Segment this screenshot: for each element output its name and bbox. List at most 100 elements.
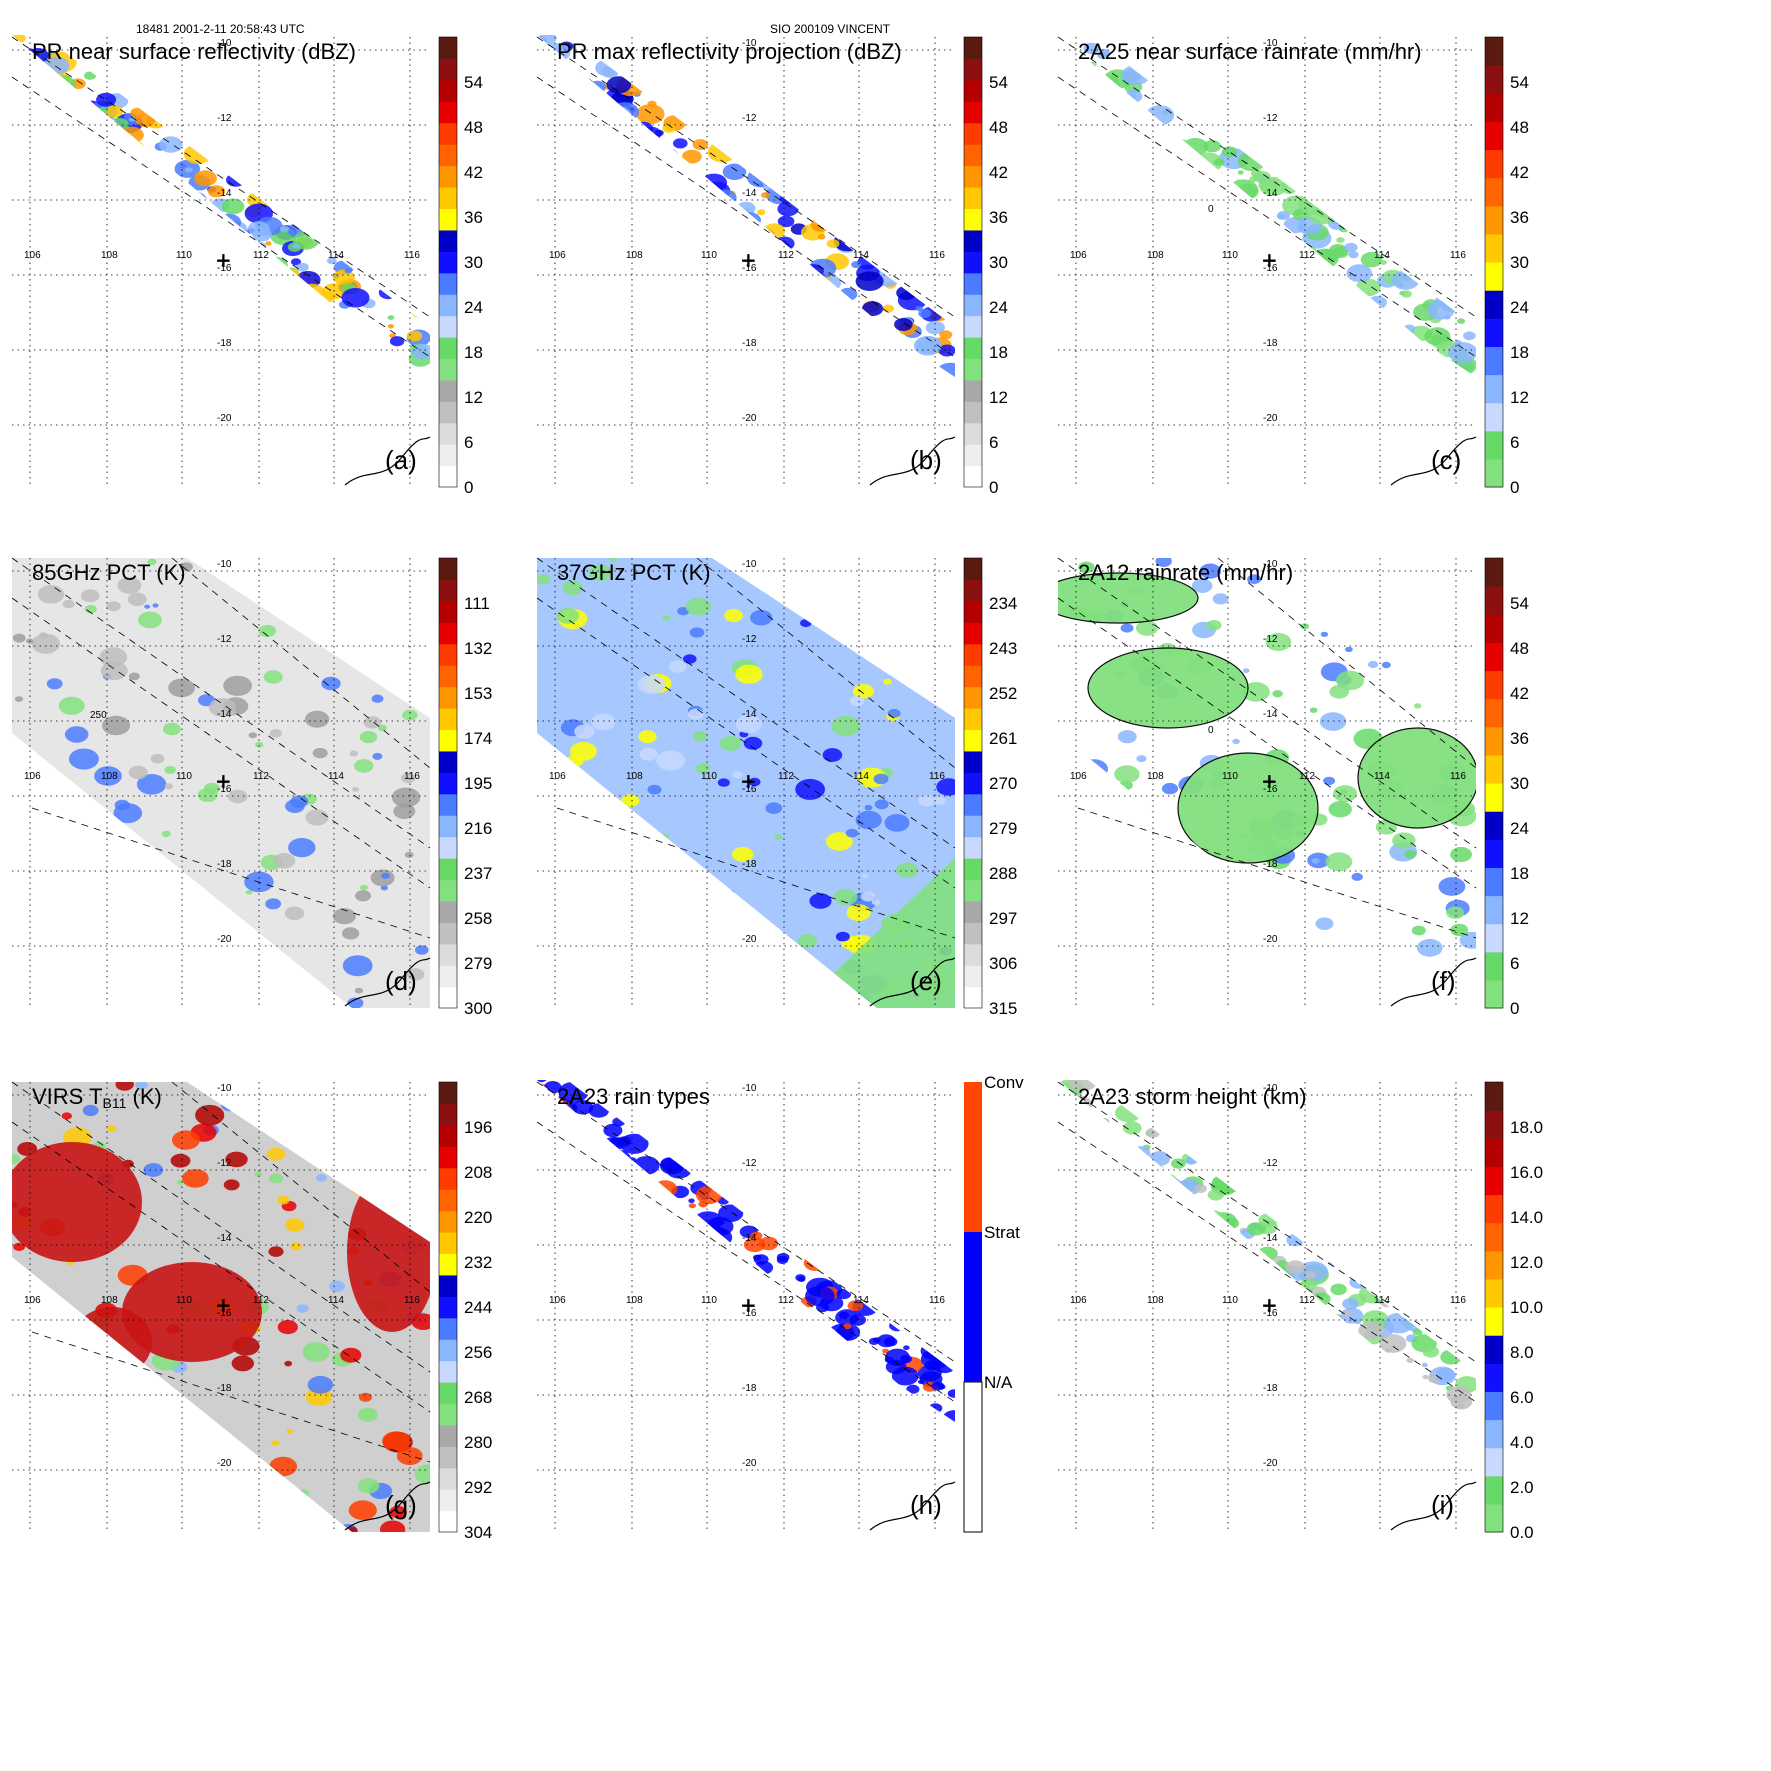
field-cell: [1058, 858, 1088, 879]
lon-tick-label: 108: [101, 1295, 118, 1306]
field-cell: [1315, 260, 1328, 270]
field-cell: [1160, 1174, 1177, 1185]
field-cell: [292, 243, 300, 249]
colorbar-frame: [438, 1081, 458, 1533]
field-cell: [778, 953, 791, 962]
field-cell: [1315, 917, 1334, 930]
coastline: [344, 436, 431, 486]
field-cell: [182, 1169, 209, 1188]
field-cell: [310, 1088, 324, 1098]
field-cell: [604, 106, 632, 125]
field-cell: [938, 344, 955, 357]
field-cell: [1229, 179, 1259, 200]
field-cell: [1145, 903, 1163, 916]
colorbar-frame: [438, 36, 458, 488]
storm-center-marker: +: [215, 1293, 232, 1317]
colorbar-label: 243: [989, 639, 1017, 658]
field-cell: [1070, 73, 1081, 81]
field-cell: [290, 795, 309, 808]
field-cell: [836, 1323, 861, 1341]
colorbar-label: 14.0: [1510, 1208, 1543, 1227]
field-cell: [947, 1389, 955, 1398]
colorbar-segment: [439, 900, 457, 923]
colorbar-segment: [964, 772, 982, 795]
lon-tick-label: 114: [328, 250, 344, 261]
panel-letter: (g): [385, 1490, 417, 1520]
field-cell: [134, 157, 160, 175]
field-cell: [1344, 242, 1358, 253]
panel-title: 37GHz PCT (K): [557, 560, 711, 585]
colorbar-segment: [439, 1124, 457, 1147]
lon-tick-label: 108: [101, 250, 118, 261]
field-cell: [57, 920, 71, 931]
field-cell: [120, 144, 145, 162]
field-cell: [1311, 858, 1320, 864]
panel-title: 2A25 near surface rainrate (mm/hr): [1078, 39, 1422, 64]
field-cell: [1177, 150, 1188, 157]
field-cell: [1459, 629, 1476, 641]
field-cell: [47, 75, 77, 96]
field-cell: [415, 945, 429, 955]
colorbar-segment: [1485, 867, 1503, 897]
field-cell: [565, 69, 583, 81]
colorbar-segment: [439, 79, 457, 102]
colorbar-label: 234: [989, 594, 1017, 613]
panel-letter: (b): [910, 445, 942, 475]
swath-edge-line: [11, 36, 431, 318]
colorbar-label: 36: [1510, 729, 1529, 748]
field-cell: [651, 147, 679, 167]
field-cell: [393, 1098, 400, 1104]
colorbar-label: 18: [464, 343, 483, 362]
field-cell: [368, 565, 386, 578]
field-cell: [774, 236, 795, 251]
field-cell: [741, 1268, 756, 1279]
swath-edge-line: [11, 1081, 431, 1373]
colorbar-frame: [1484, 36, 1504, 488]
field-cell: [589, 80, 607, 93]
colorbar-segment: [1485, 1503, 1503, 1533]
colorbar-segment: [964, 379, 982, 402]
field-cell: [170, 1153, 191, 1168]
colorbar-segment: [439, 251, 457, 274]
field-cell: [695, 1185, 723, 1205]
lat-tick-label: -18: [217, 1383, 232, 1394]
field-cell: [1203, 140, 1221, 153]
field-cell: [750, 1231, 763, 1241]
field-cell: [642, 851, 667, 869]
field-cell: [936, 778, 955, 796]
colorbar-segment: [439, 558, 457, 581]
field-cell: [181, 191, 208, 210]
field-cell: [164, 783, 173, 790]
field-cell: [882, 304, 894, 313]
colorbar-segment: [964, 187, 982, 210]
field-cell: [1078, 561, 1095, 573]
lon-tick-label: 108: [101, 771, 118, 782]
field-cell: [707, 142, 737, 163]
field-cell: [203, 782, 220, 795]
field-cell: [1450, 923, 1469, 937]
colorbar-label: 54: [989, 73, 1008, 92]
swath-edge-line: [11, 76, 431, 358]
colorbar-label: 8.0: [1510, 1343, 1534, 1362]
colorbar-c: 0 6 12 18 24 30 36 42 48 54: [1484, 36, 1529, 497]
colorbar-segment: [964, 729, 982, 752]
field-cell: [1083, 88, 1096, 97]
storm-center-marker: +: [740, 1293, 757, 1317]
field-cell: [324, 1091, 332, 1097]
lat-tick-label: -18: [1263, 338, 1278, 349]
field-cell: [719, 736, 742, 752]
field-cell: [1128, 105, 1148, 119]
field-cell: [894, 318, 913, 331]
field-cell: [299, 283, 325, 302]
colorbar-label: 256: [464, 1343, 492, 1362]
field-cell: [64, 726, 89, 743]
field-cell: [395, 562, 417, 578]
field-cell: [849, 695, 865, 707]
colorbar-label: 16.0: [1510, 1163, 1543, 1182]
panel-title: VIRS TB11 (K): [32, 1084, 162, 1111]
colorbar-segment: [1485, 262, 1503, 291]
field-cell: [174, 1431, 196, 1447]
field-cell: [110, 943, 139, 964]
cold-cloud-region: [122, 1262, 262, 1362]
field-cell: [1328, 801, 1352, 818]
